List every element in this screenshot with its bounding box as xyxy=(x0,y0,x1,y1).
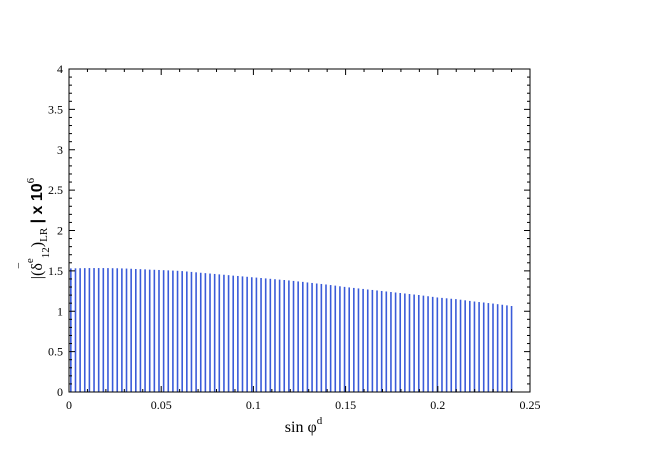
x-tick-label: 0.15 xyxy=(335,398,356,412)
x-axis-label-sup: d xyxy=(317,415,323,427)
y-label-close: ) xyxy=(29,242,46,247)
y-tick-label: 1 xyxy=(57,304,63,318)
plot-frame xyxy=(68,68,531,393)
y-tick-label: 0 xyxy=(57,385,63,399)
x-axis-label-main: sin φ xyxy=(285,419,317,436)
y-label-delta: δ xyxy=(29,263,46,271)
y-tick-label: 2.5 xyxy=(48,183,63,197)
bar-group xyxy=(70,268,513,392)
y-label-overbar: ‾ xyxy=(17,262,33,269)
y-label-exp: 6 xyxy=(25,177,37,183)
x-tick-label: 0.25 xyxy=(520,398,541,412)
y-tick-label: 2 xyxy=(57,224,63,238)
y-label-sup-e: e xyxy=(24,258,36,263)
x-tick-label: 0.05 xyxy=(151,398,172,412)
y-label-prefix: |( xyxy=(29,271,46,280)
x-tick-label: 0.2 xyxy=(430,398,445,412)
y-tick-label: 3.5 xyxy=(48,102,63,116)
y-axis-label: |(δe 12)LR | x 106 ‾ xyxy=(17,177,52,279)
y-tick-label: 3 xyxy=(57,143,63,157)
y-tick-label: 4 xyxy=(57,62,63,76)
y-label-sub-12: 12 xyxy=(40,247,52,258)
y-label-sub-lr: LR xyxy=(38,227,50,242)
y-label-suffix: | x 10 xyxy=(29,183,46,228)
y-axis-label-text: |(δe 12)LR | x 106 xyxy=(24,177,52,279)
x-tick-label: 0 xyxy=(66,398,72,412)
x-axis-label: sin φd xyxy=(285,415,323,436)
y-tick-label: 1.5 xyxy=(48,264,63,278)
y-tick-label: 0.5 xyxy=(48,345,63,359)
x-tick-label: 0.1 xyxy=(246,398,261,412)
